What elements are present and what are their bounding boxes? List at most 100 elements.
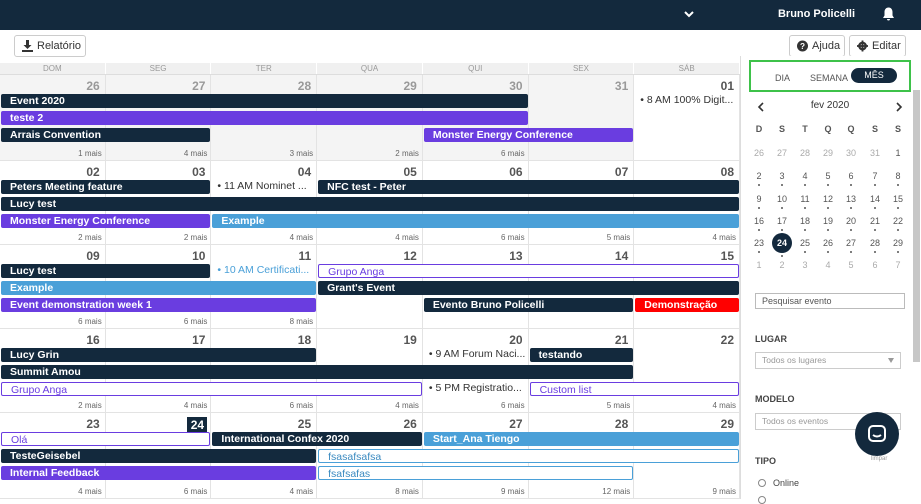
mini-day[interactable]: 4 [802, 171, 808, 181]
day-number[interactable]: 04 [297, 165, 312, 179]
mini-day[interactable]: 3 [802, 260, 808, 270]
mini-day[interactable]: 13 [845, 194, 856, 204]
event-bar[interactable]: Evento Bruno Policelli [423, 298, 634, 312]
mini-day[interactable]: 7 [872, 171, 878, 181]
mini-day[interactable]: 2 [779, 260, 785, 270]
event-bar[interactable]: Arrais Convention [1, 128, 211, 142]
day-number[interactable]: 22 [720, 333, 734, 347]
event-item[interactable]: • 8 AM 100% Digit... [640, 94, 734, 106]
day-number[interactable]: 12 [403, 249, 417, 263]
mini-day[interactable]: 22 [892, 216, 903, 226]
mini-day[interactable]: 27 [845, 238, 856, 248]
event-bar[interactable]: Demonstração [635, 298, 739, 312]
day-number[interactable]: 29 [403, 79, 417, 93]
day-number[interactable]: 20 [509, 333, 523, 347]
mini-day[interactable]: 7 [895, 260, 901, 270]
view-tab-month[interactable]: MÊS [851, 68, 897, 83]
day-number[interactable]: 26 [403, 417, 417, 431]
more-events-link[interactable]: 6 mais [183, 317, 208, 326]
mini-day[interactable]: 1 [756, 260, 762, 270]
mini-day[interactable]: 16 [753, 216, 764, 226]
day-cell[interactable] [211, 245, 318, 328]
place-select[interactable]: Todos os lugares [755, 352, 901, 369]
mini-day[interactable]: 9 [756, 194, 762, 204]
report-button[interactable]: Relatório [14, 35, 86, 57]
online-radio[interactable] [758, 479, 766, 487]
edit-button[interactable]: Editar [849, 35, 906, 57]
event-bar[interactable]: fsafsafas [318, 466, 634, 480]
more-events-link[interactable]: 9 mais [712, 487, 736, 496]
event-bar[interactable]: TesteGeisebel [1, 449, 317, 463]
more-events-link[interactable]: 8 mais [289, 317, 314, 326]
mini-day[interactable]: 1 [895, 148, 901, 158]
more-events-link[interactable]: 2 mais [78, 401, 102, 410]
event-bar[interactable]: Event demonstration week 1 [1, 298, 317, 312]
event-bar[interactable]: testando [529, 348, 634, 362]
mini-day[interactable]: 26 [753, 148, 764, 158]
chevron-down-icon[interactable] [682, 7, 696, 21]
day-number[interactable]: 08 [720, 165, 734, 179]
more-events-link[interactable]: 5 mais [606, 233, 631, 242]
day-number[interactable]: 03 [192, 165, 206, 179]
day-number[interactable]: 09 [86, 249, 100, 263]
day-number[interactable]: 19 [403, 333, 417, 347]
mini-day[interactable]: 29 [822, 148, 833, 158]
today-number[interactable]: 24 [187, 417, 208, 433]
day-number[interactable]: 28 [614, 417, 629, 431]
mini-day[interactable]: 23 [753, 238, 764, 248]
chat-widget-button[interactable] [855, 412, 899, 456]
event-bar[interactable]: Start_Ana Tiengo [423, 432, 739, 446]
mini-day[interactable]: 26 [822, 238, 833, 248]
mini-day[interactable]: 6 [848, 171, 854, 181]
chevron-left-icon[interactable] [757, 102, 765, 112]
mini-day[interactable]: 28 [799, 148, 810, 158]
day-number[interactable]: 21 [614, 333, 629, 347]
more-events-link[interactable]: 4 mais [289, 233, 314, 242]
day-number[interactable]: 31 [614, 79, 629, 93]
mini-day[interactable]: 5 [848, 260, 854, 270]
mini-day[interactable]: 15 [892, 194, 903, 204]
day-cell[interactable] [634, 245, 740, 328]
more-events-link[interactable]: 4 mais [183, 149, 208, 158]
more-events-link[interactable]: 2 mais [395, 149, 419, 158]
mini-day[interactable]: 21 [869, 216, 880, 226]
day-number[interactable]: 07 [614, 165, 629, 179]
more-events-link[interactable]: 12 mais [602, 487, 631, 496]
mini-day[interactable]: 5 [825, 171, 831, 181]
more-events-link[interactable]: 3 mais [289, 149, 314, 158]
event-bar[interactable]: Example [212, 214, 739, 228]
type-radio[interactable] [758, 496, 766, 504]
mini-day[interactable]: 3 [779, 171, 785, 181]
day-number[interactable]: 17 [192, 333, 206, 347]
help-button[interactable]: ? Ajuda [789, 35, 845, 57]
chevron-right-icon[interactable] [895, 102, 903, 112]
more-events-link[interactable]: 8 mais [395, 487, 419, 496]
mini-day[interactable]: 18 [799, 216, 810, 226]
day-number[interactable]: 01 [720, 79, 734, 93]
day-number[interactable]: 06 [509, 165, 523, 179]
search-input[interactable]: Pesquisar evento [755, 293, 905, 309]
day-number[interactable]: 05 [403, 165, 417, 179]
more-events-link[interactable]: 6 mais [78, 317, 102, 326]
mini-day[interactable]: 8 [895, 171, 901, 181]
event-bar[interactable]: fsasafsafsa [318, 449, 739, 463]
more-events-link[interactable]: 4 mais [289, 487, 314, 496]
day-number[interactable]: 13 [509, 249, 523, 263]
more-events-link[interactable]: 4 mais [395, 401, 419, 410]
event-bar[interactable]: Grupo Anga [1, 382, 422, 396]
more-events-link[interactable]: 4 mais [712, 401, 736, 410]
event-bar[interactable]: Internal Feedback [1, 466, 317, 480]
event-bar[interactable]: NFC test - Peter [318, 180, 739, 194]
more-events-link[interactable]: 4 mais [78, 487, 102, 496]
day-cell[interactable] [528, 75, 635, 160]
more-events-link[interactable]: 6 mais [289, 401, 314, 410]
mini-day[interactable]: 4 [825, 260, 831, 270]
mini-day[interactable]: 12 [822, 194, 833, 204]
more-events-link[interactable]: 6 mais [501, 149, 525, 158]
mini-day[interactable]: 11 [800, 194, 810, 204]
event-item[interactable]: • 11 AM Nominet ... [217, 180, 307, 192]
bell-icon[interactable] [882, 7, 895, 21]
day-number[interactable]: 02 [86, 165, 100, 179]
mini-day[interactable]: 25 [799, 238, 810, 248]
more-events-link[interactable]: 4 mais [712, 233, 736, 242]
